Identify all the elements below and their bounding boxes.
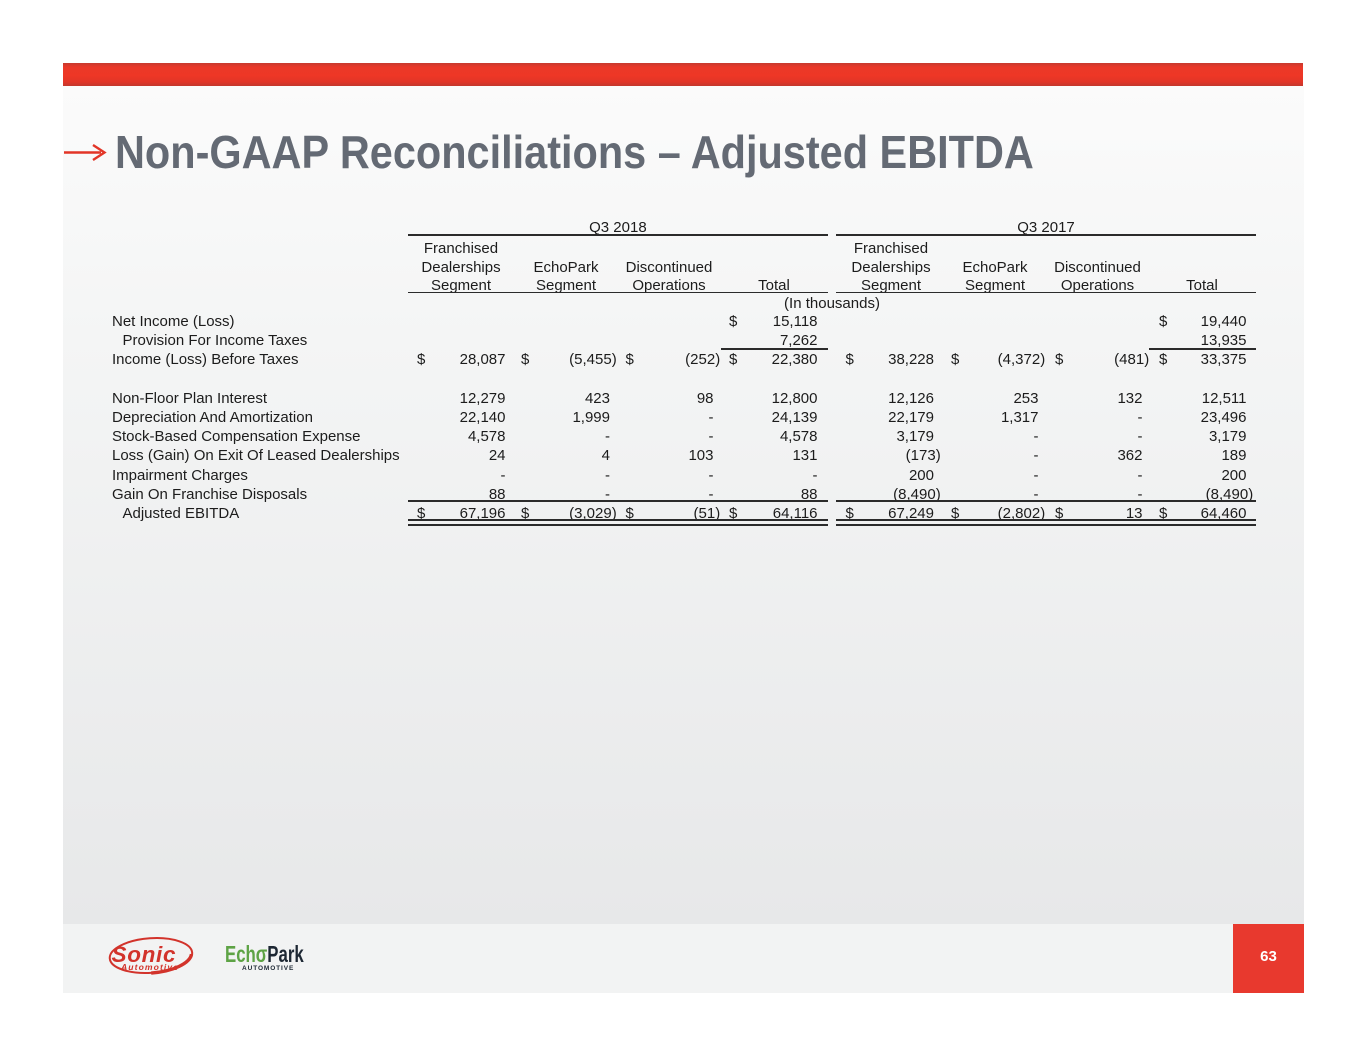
svg-text:Automotive: Automotive xyxy=(120,962,178,972)
svg-text:Sonic: Sonic xyxy=(112,942,176,967)
